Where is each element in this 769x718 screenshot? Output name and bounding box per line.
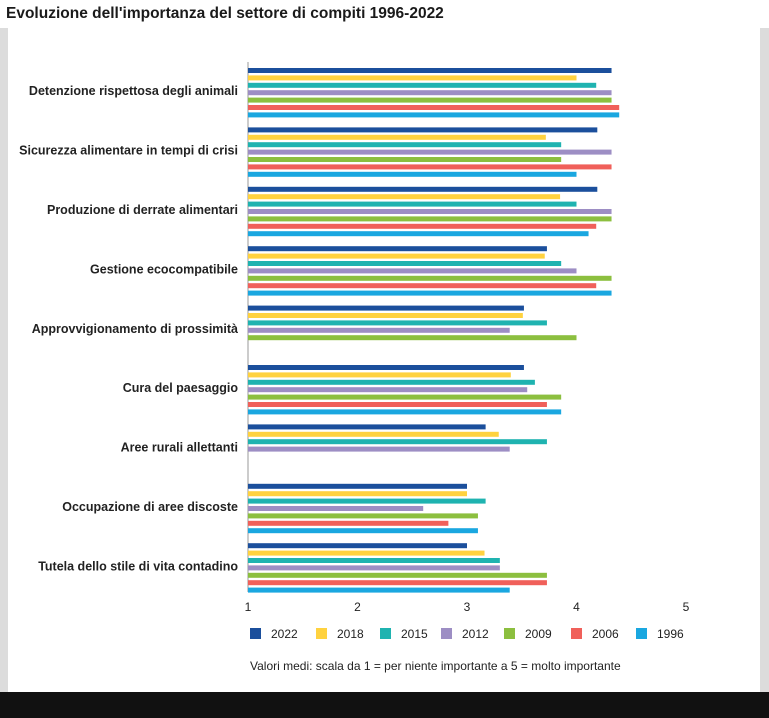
legend-swatch-2022 xyxy=(250,628,261,639)
bar-2009-1 xyxy=(248,97,612,103)
x-tick-label-1: 1 xyxy=(245,600,252,614)
bar-2022-7 xyxy=(248,424,486,430)
bar-2006-8 xyxy=(248,520,449,526)
bar-2022-6 xyxy=(248,365,524,370)
bar-2015-4 xyxy=(248,261,562,266)
category-label-5: Approvvigionamento di prossimità xyxy=(32,322,238,336)
bar-2018-2 xyxy=(248,134,546,140)
bar-2009-9 xyxy=(248,572,547,578)
bar-2015-5 xyxy=(248,320,547,326)
bar-2009-8 xyxy=(248,513,478,519)
bar-2022-2 xyxy=(248,127,598,133)
bar-2018-4 xyxy=(248,253,545,259)
x-tick-label-5: 5 xyxy=(683,600,690,614)
bar-1996-3 xyxy=(248,231,589,237)
bar-2012-2 xyxy=(248,149,612,155)
bar-2015-3 xyxy=(248,201,577,207)
bar-2012-6 xyxy=(248,387,528,393)
legend-label-2009: 2009 xyxy=(525,627,552,641)
bar-2018-8 xyxy=(248,491,467,497)
chart-title: Evoluzione dell'importanza del settore d… xyxy=(6,5,444,22)
bar-2012-3 xyxy=(248,209,612,214)
bar-2012-4 xyxy=(248,268,577,274)
footer-bar xyxy=(0,692,769,718)
bar-2015-7 xyxy=(248,439,547,445)
bar-2006-2 xyxy=(248,164,612,170)
bar-1996-6 xyxy=(248,409,562,415)
bar-1996-2 xyxy=(248,171,577,177)
bar-2009-3 xyxy=(248,216,612,222)
bar-2006-1 xyxy=(248,105,620,110)
bar-2012-8 xyxy=(248,506,424,511)
bar-2006-6 xyxy=(248,402,547,407)
bar-2018-7 xyxy=(248,431,499,437)
bar-2015-8 xyxy=(248,498,486,504)
bar-2022-8 xyxy=(248,483,467,489)
legend-label-2022: 2022 xyxy=(271,627,298,641)
bar-2006-4 xyxy=(248,283,597,289)
legend-swatch-2006 xyxy=(571,628,582,639)
bar-2009-5 xyxy=(248,335,577,341)
bar-2015-9 xyxy=(248,558,500,563)
legend-label-2012: 2012 xyxy=(462,627,489,641)
category-label-1: Detenzione rispettosa degli animali xyxy=(29,84,238,98)
bar-1996-9 xyxy=(248,587,510,593)
category-label-7: Aree rurali allettanti xyxy=(121,441,238,455)
category-label-4: Gestione ecocompatibile xyxy=(90,262,238,276)
bar-2018-1 xyxy=(248,75,577,81)
x-tick-label-3: 3 xyxy=(464,600,471,614)
legend-label-2006: 2006 xyxy=(592,627,619,641)
bar-2022-9 xyxy=(248,543,467,549)
title-bar: Evoluzione dell'importanza del settore d… xyxy=(0,0,769,28)
bar-1996-4 xyxy=(248,290,612,296)
bar-2015-1 xyxy=(248,82,597,88)
bar-2012-1 xyxy=(248,90,612,96)
bar-2022-3 xyxy=(248,186,598,192)
scale-note: Valori medi: scala da 1 = per niente imp… xyxy=(250,659,621,673)
bar-2009-2 xyxy=(248,157,562,162)
category-label-8: Occupazione di aree discoste xyxy=(62,500,238,514)
bar-2015-2 xyxy=(248,142,562,148)
legend-swatch-1996 xyxy=(636,628,647,639)
legend-label-2018: 2018 xyxy=(337,627,364,641)
category-label-9: Tutela dello stile di vita contadino xyxy=(38,559,238,573)
legend-swatch-2012 xyxy=(441,628,452,639)
legend-label-1996: 1996 xyxy=(657,627,684,641)
legend-label-2015: 2015 xyxy=(401,627,428,641)
bar-2012-9 xyxy=(248,565,500,571)
bar-2006-9 xyxy=(248,580,547,586)
bar-2009-4 xyxy=(248,275,612,281)
bar-2009-6 xyxy=(248,394,562,400)
x-tick-label-2: 2 xyxy=(354,600,361,614)
bar-2018-5 xyxy=(248,313,523,318)
bar-1996-8 xyxy=(248,528,478,534)
x-tick-label-4: 4 xyxy=(573,600,580,614)
bar-1996-1 xyxy=(248,112,620,118)
bar-2006-3 xyxy=(248,223,597,229)
category-label-2: Sicurezza alimentare in tempi di crisi xyxy=(19,144,238,158)
bar-2018-9 xyxy=(248,550,485,556)
legend-swatch-2018 xyxy=(316,628,327,639)
bar-2022-4 xyxy=(248,246,547,252)
category-label-6: Cura del paesaggio xyxy=(123,381,239,395)
legend-swatch-2015 xyxy=(380,628,391,639)
bar-2022-5 xyxy=(248,305,524,311)
bar-2018-3 xyxy=(248,194,561,200)
bar-2015-6 xyxy=(248,379,535,385)
bar-2012-7 xyxy=(248,446,510,452)
legend-swatch-2009 xyxy=(504,628,515,639)
bar-2018-6 xyxy=(248,372,511,378)
bar-2012-5 xyxy=(248,327,510,333)
bar-2022-1 xyxy=(248,68,612,73)
category-label-3: Produzione di derrate alimentari xyxy=(47,203,238,217)
